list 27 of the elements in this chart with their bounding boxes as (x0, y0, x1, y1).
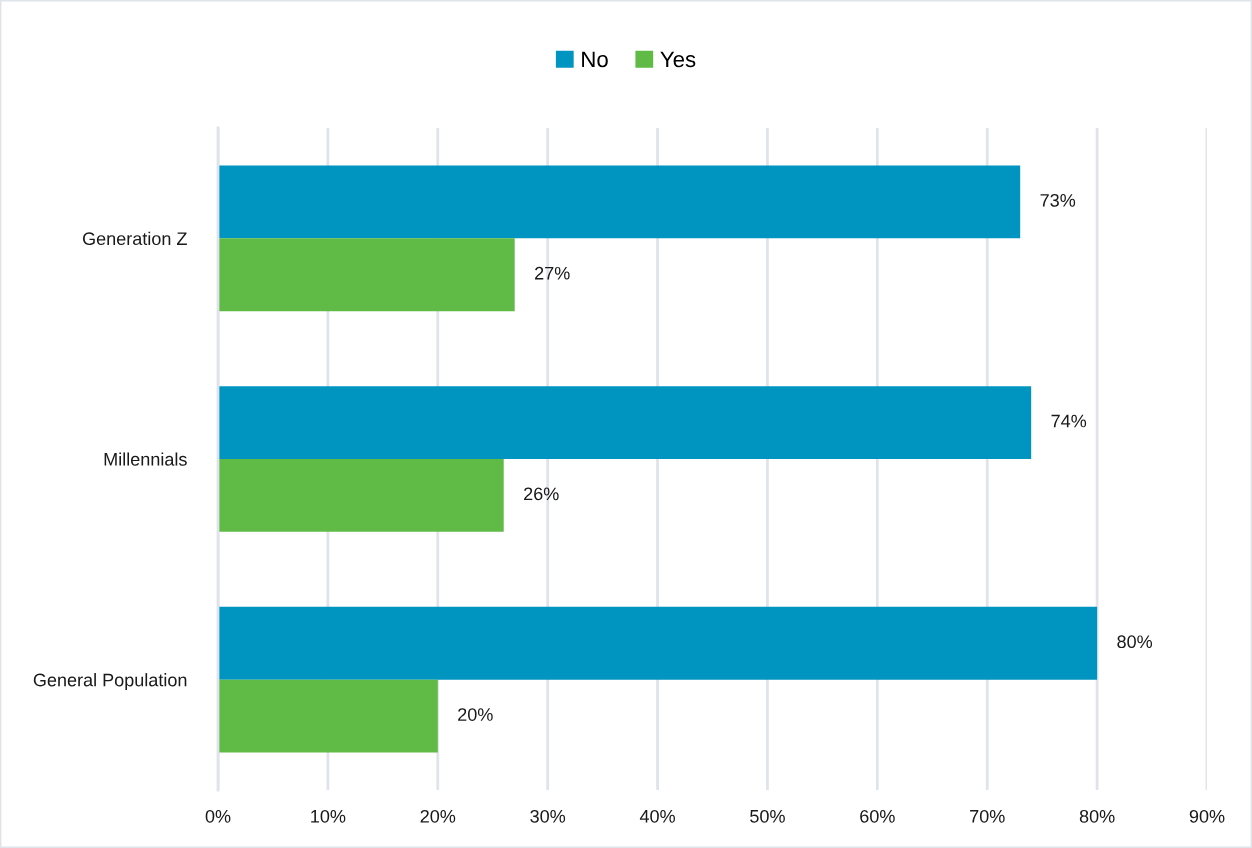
x-tick-label: 80% (1079, 809, 1115, 823)
data-label: 20% (458, 708, 493, 721)
data-label: 74% (1051, 414, 1087, 428)
x-tick-label: 50% (750, 809, 785, 823)
data-label: 27% (535, 266, 570, 280)
legend-label: No (582, 51, 608, 68)
bar (218, 238, 515, 312)
x-tick-label: 20% (420, 809, 456, 823)
x-tick-label: 30% (530, 809, 566, 823)
bar (218, 606, 1098, 680)
data-label: 80% (1117, 635, 1153, 649)
bar (218, 165, 1021, 239)
x-tick-label: 70% (970, 809, 1005, 823)
legend-label: Yes (660, 51, 696, 68)
bar (218, 459, 504, 532)
y-tick-label: Generation Z (82, 231, 187, 246)
x-tick-label: 60% (860, 809, 895, 823)
x-tick-label: 0% (205, 809, 231, 823)
data-label: 73% (1040, 193, 1076, 207)
y-tick-label: Millennials (104, 452, 187, 466)
bar (218, 679, 438, 753)
data-label: 26% (524, 487, 559, 501)
x-tick-label: 10% (311, 809, 346, 823)
x-tick-label: 90% (1189, 809, 1225, 823)
bar (218, 386, 1032, 459)
y-tick-label: General Population (33, 673, 187, 690)
x-tick-label: 40% (639, 809, 675, 823)
